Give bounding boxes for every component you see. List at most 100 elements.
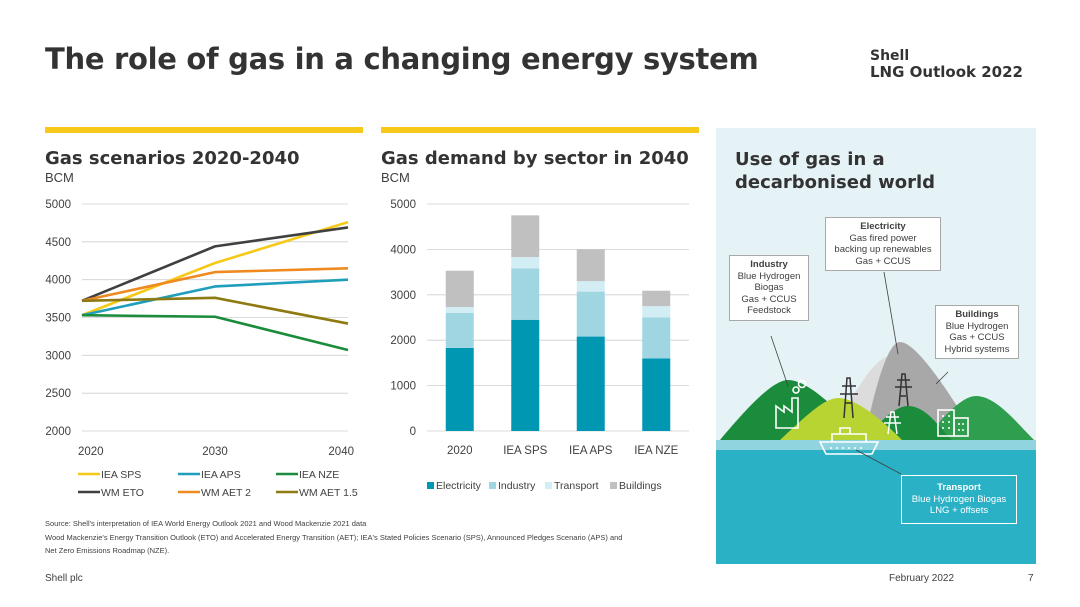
line-series-wm-aet-1-5 — [81, 296, 349, 325]
buildings-icon — [937, 409, 969, 437]
power-pylon-icon — [840, 377, 858, 419]
bar-legend-swatch — [427, 482, 434, 489]
bar-segment-transport — [511, 257, 540, 269]
bar-segment-industry — [576, 291, 605, 337]
page-title: The role of gas in a changing energy sys… — [45, 42, 759, 76]
line-chart-x-tick: 2030 — [202, 446, 228, 458]
transport-callout: Transport Blue Hydrogen Biogas LNG + off… — [901, 475, 1017, 524]
bar-chart-y-tick: 1000 — [390, 381, 416, 393]
illustration-title-line1: Use of gas in a — [735, 149, 885, 170]
bar-legend-label: Transport — [554, 480, 599, 492]
footnote-definitions: Wood Mackenzie's Energy Transition Outlo… — [45, 533, 623, 542]
buildings-callout-line: Blue Hydrogen — [945, 320, 1009, 332]
bar-segment-electricity — [445, 347, 474, 431]
bar-legend-label: Electricity — [436, 480, 482, 492]
line-legend-label: IEA SPS — [101, 469, 141, 481]
logo-line1: Shell — [870, 48, 910, 64]
line-legend-label: WM ETO — [101, 487, 144, 499]
bar-chart-y-tick: 2000 — [390, 335, 416, 347]
buildings-callout-line: Hybrid systems — [944, 343, 1010, 355]
bar-chart-y-tick: 4000 — [390, 244, 416, 256]
line-chart-y-tick: 3500 — [45, 313, 71, 325]
power-pylon-icon-2 — [895, 373, 912, 407]
industry-callout-line: Gas + CCUS — [741, 293, 797, 305]
line-chart-title: Gas scenarios 2020-2040 — [45, 148, 300, 169]
footer-date: February 2022 — [889, 573, 955, 584]
line-legend-label: WM AET 2 — [201, 487, 251, 499]
buildings-callout-title: Buildings — [955, 309, 999, 320]
bar-chart-y-tick: 3000 — [390, 290, 416, 302]
factory-icon — [775, 379, 807, 429]
bar-chart-unit: BCM — [381, 170, 410, 185]
electricity-callout-line: Gas fired power — [849, 232, 917, 244]
bar-segment-transport — [642, 306, 671, 318]
bar-legend-swatch — [489, 482, 496, 489]
bar-segment-buildings — [445, 270, 474, 308]
bar-segment-electricity — [576, 336, 605, 431]
bar-chart-x-tick: IEA NZE — [634, 445, 678, 457]
bar-segment-industry — [445, 312, 474, 348]
bar-chart: 5000 4000 3000 2000 1000 0 2020 IEA SPS IEA APS I… — [390, 199, 689, 492]
shell-lng-logo: Shell LNG Outlook 2022 — [870, 48, 1023, 80]
line-chart-y-tick: 4000 — [45, 275, 71, 287]
footer-page-number: 7 — [1028, 573, 1034, 584]
bar-segment-buildings — [642, 290, 671, 307]
line-chart-y-tick: 2500 — [45, 388, 71, 400]
bar-segment-electricity — [511, 319, 540, 431]
footnote-source: Source: Shell's interpretation of IEA Wo… — [45, 519, 367, 528]
callout-connectors — [770, 271, 949, 475]
line-legend-label: WM AET 1.5 — [299, 487, 358, 499]
lng-ship-icon — [818, 427, 880, 455]
line-legend-label: IEA NZE — [299, 469, 339, 481]
line-series-wm-eto — [81, 226, 349, 303]
panel2-accent-bar — [381, 127, 699, 133]
buildings-callout-line: Gas + CCUS — [949, 332, 1005, 343]
bar-chart-title: Gas demand by sector in 2040 — [381, 148, 689, 169]
line-chart-y-tick: 3000 — [45, 350, 71, 362]
bar-chart-x-tick: IEA SPS — [503, 445, 547, 457]
industry-callout-title: Industry — [750, 259, 788, 270]
electricity-callout-line: backing up renewables — [834, 244, 932, 255]
bar-legend-label: Buildings — [619, 480, 662, 492]
line-chart-y-tick: 2000 — [45, 426, 71, 438]
bar-segment-buildings — [511, 215, 540, 258]
bar-legend-swatch — [610, 482, 617, 489]
line-chart-y-tick: 4500 — [45, 237, 71, 249]
hill-lime — [780, 398, 902, 440]
line-chart-x-tick: 2020 — [78, 446, 104, 458]
panel1-accent-bar — [45, 127, 363, 133]
bar-segment-industry — [642, 317, 671, 359]
footnote-definitions-cont: Net Zero Emissions Roadmap (NZE). — [45, 546, 170, 555]
electricity-callout-title: Electricity — [860, 221, 906, 232]
line-series-iea-sps — [81, 220, 349, 317]
line-chart-x-tick: 2040 — [328, 446, 354, 458]
bar-segment-industry — [511, 268, 540, 320]
bar-chart-x-tick: 2020 — [447, 445, 473, 457]
buildings-callout: Buildings Blue Hydrogen Gas + CCUS Hybri… — [935, 305, 1019, 359]
line-chart: 5000 4500 4000 3500 3000 2500 2000 2020 2030 2040… — [45, 199, 357, 499]
bar-segment-transport — [445, 307, 474, 313]
power-pylon-icon-3 — [884, 411, 901, 435]
line-series-iea-aps — [81, 278, 349, 317]
industry-callout-line: Feedstock — [747, 305, 791, 316]
line-chart-unit: BCM — [45, 170, 74, 185]
bar-legend-label: Industry — [498, 480, 536, 492]
line-legend-label: IEA APS — [201, 469, 241, 481]
illustration-title: Use of gas in a decarbonised world — [735, 148, 935, 194]
transport-callout-line: Blue Hydrogen Biogas — [911, 493, 1007, 505]
bar-segment-transport — [576, 281, 605, 292]
bar-chart-y-tick: 5000 — [390, 199, 416, 211]
electricity-callout-line: Gas + CCUS — [855, 255, 911, 267]
line-series-iea-nze — [81, 313, 349, 352]
industry-callout-line: Blue Hydrogen — [737, 270, 801, 282]
industry-callout: Industry Blue Hydrogen Biogas Gas + CCUS… — [729, 255, 809, 321]
transport-callout-title: Transport — [937, 482, 981, 493]
industry-callout-line: Biogas — [754, 282, 784, 293]
footer-company: Shell plc — [45, 573, 83, 584]
transport-callout-line: LNG + offsets — [929, 505, 989, 516]
line-series-wm-aet-2 — [81, 267, 349, 303]
landscape-illustration — [716, 271, 1036, 564]
illustration-title-line2: decarbonised world — [735, 172, 936, 193]
bar-chart-x-tick: IEA APS — [569, 445, 613, 457]
